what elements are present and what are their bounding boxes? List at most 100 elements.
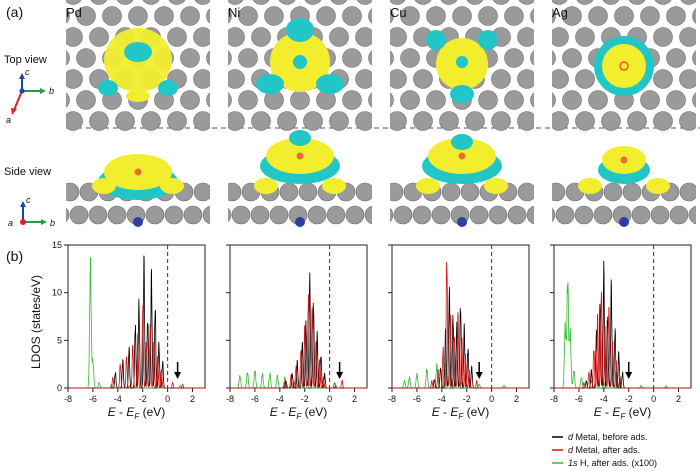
- axis-a-arrowhead: [11, 108, 17, 115]
- top-atom: [552, 0, 568, 5]
- feature-arrowhead: [625, 372, 633, 379]
- top-atom: [400, 48, 420, 68]
- top-lobe-cyan: [478, 30, 498, 50]
- legend-prefix: d: [568, 432, 574, 442]
- x-tick-label: -8: [388, 394, 396, 404]
- side-atom: [431, 205, 451, 225]
- top-atom: [330, 0, 348, 5]
- top-atom: [228, 92, 232, 108]
- side-atom: [688, 205, 696, 225]
- side-atom: [552, 182, 566, 202]
- x-tick-label: 2: [190, 394, 195, 404]
- x-label-minus: -: [116, 405, 127, 419]
- legend-prefix: 1s: [568, 458, 578, 468]
- top-atom: [504, 6, 524, 26]
- structure-pd: [0, 0, 210, 227]
- side-lobe-cyan-top: [289, 130, 311, 146]
- top-atom: [329, 27, 349, 47]
- y-tick-label: 0: [57, 383, 62, 393]
- x-tick-label: 0: [327, 394, 332, 404]
- legend-text: Metal, before ads.: [573, 432, 648, 442]
- top-atom: [0, 70, 5, 89]
- top-atom: [154, 6, 174, 26]
- side-atom: [441, 182, 461, 202]
- x-label-e: E: [594, 405, 603, 419]
- top-atom: [692, 8, 696, 24]
- top-atom: [128, 6, 148, 26]
- side-atom: [269, 205, 289, 225]
- ldos-panel-ni: -8 -6 -4 -2 0 2E - EF (eV): [226, 244, 368, 421]
- panel-a-label: (a): [6, 4, 23, 20]
- legend-text: Metal, after ads.: [573, 445, 640, 455]
- side-atom: [679, 182, 696, 202]
- axis-a-arrow: [13, 90, 23, 111]
- top-atom: [0, 112, 5, 131]
- x-tick-label: 2: [676, 394, 681, 404]
- structure-body: [228, 0, 372, 227]
- legend: d Metal, before ads. d Metal, after ads.…: [552, 432, 657, 468]
- legend-text: H, after ads. (x100): [578, 458, 658, 468]
- top-atom: [517, 69, 534, 89]
- top-atom: [440, 0, 458, 5]
- top-atom: [12, 28, 31, 47]
- x-tick-label: -4: [438, 394, 446, 404]
- d-metal-after-curve: [392, 262, 529, 389]
- side-atom: [42, 183, 60, 201]
- structure-body: [0, 0, 210, 227]
- top-atom: [228, 0, 244, 5]
- top-atom: [316, 6, 336, 26]
- top-center-dot: [619, 61, 629, 71]
- top-lobe-cyan: [124, 42, 152, 62]
- top-atom: [0, 0, 5, 5]
- top-atom: [666, 48, 686, 68]
- x-tick-label: 2: [514, 394, 519, 404]
- y-tick-label: 15: [52, 240, 62, 250]
- x-label-e: E: [432, 405, 441, 419]
- ldos-panel-ag: -8 -6 -4 -2 0 2E - EF (eV): [550, 244, 692, 421]
- x-tick-label: -6: [575, 394, 583, 404]
- structure-body: [390, 0, 534, 227]
- side-atom: [390, 182, 404, 202]
- top-atom: [679, 111, 696, 131]
- metal-label-cu: Cu: [390, 5, 407, 20]
- x-label-e: E: [126, 405, 135, 419]
- top-atom: [552, 92, 556, 108]
- side-atom: [517, 182, 534, 202]
- top-atom: [89, 111, 109, 131]
- top-atom: [167, 111, 187, 131]
- top-atom: [530, 92, 534, 108]
- structure-ni: [228, 0, 372, 227]
- top-atom: [390, 8, 394, 24]
- top-atom: [66, 0, 82, 5]
- x-tick-label: -2: [625, 394, 633, 404]
- top-atom: [206, 92, 210, 108]
- axis-a-dot: [20, 219, 26, 225]
- top-atom: [329, 111, 349, 131]
- top-atom: [517, 27, 534, 47]
- top-atom: [252, 0, 270, 5]
- side-atom: [164, 205, 184, 225]
- top-atom: [653, 69, 673, 89]
- x-label-sub: F: [134, 412, 140, 421]
- x-label-sub: F: [458, 412, 464, 421]
- top-atom: [66, 50, 70, 66]
- side-atom: [202, 205, 210, 225]
- metal-label-pd: Pd: [66, 5, 82, 20]
- metal-label-ni: Ni: [228, 5, 240, 20]
- side-atom: [69, 205, 89, 225]
- top-atom: [89, 27, 109, 47]
- top-atom: [238, 6, 258, 26]
- top-atom: [304, 0, 322, 5]
- top-atom: [562, 6, 582, 26]
- top-atom: [142, 0, 160, 5]
- legend-entry-after: d Metal, after ads.: [568, 445, 640, 455]
- top-center-cyan: [456, 56, 468, 68]
- top-atom: [76, 48, 96, 68]
- top-atom: [206, 8, 210, 24]
- top-atom: [368, 92, 372, 108]
- top-lobe-cyan: [256, 74, 284, 94]
- top-atom: [25, 7, 44, 26]
- top-atom: [228, 50, 232, 66]
- top-atom: [530, 50, 534, 66]
